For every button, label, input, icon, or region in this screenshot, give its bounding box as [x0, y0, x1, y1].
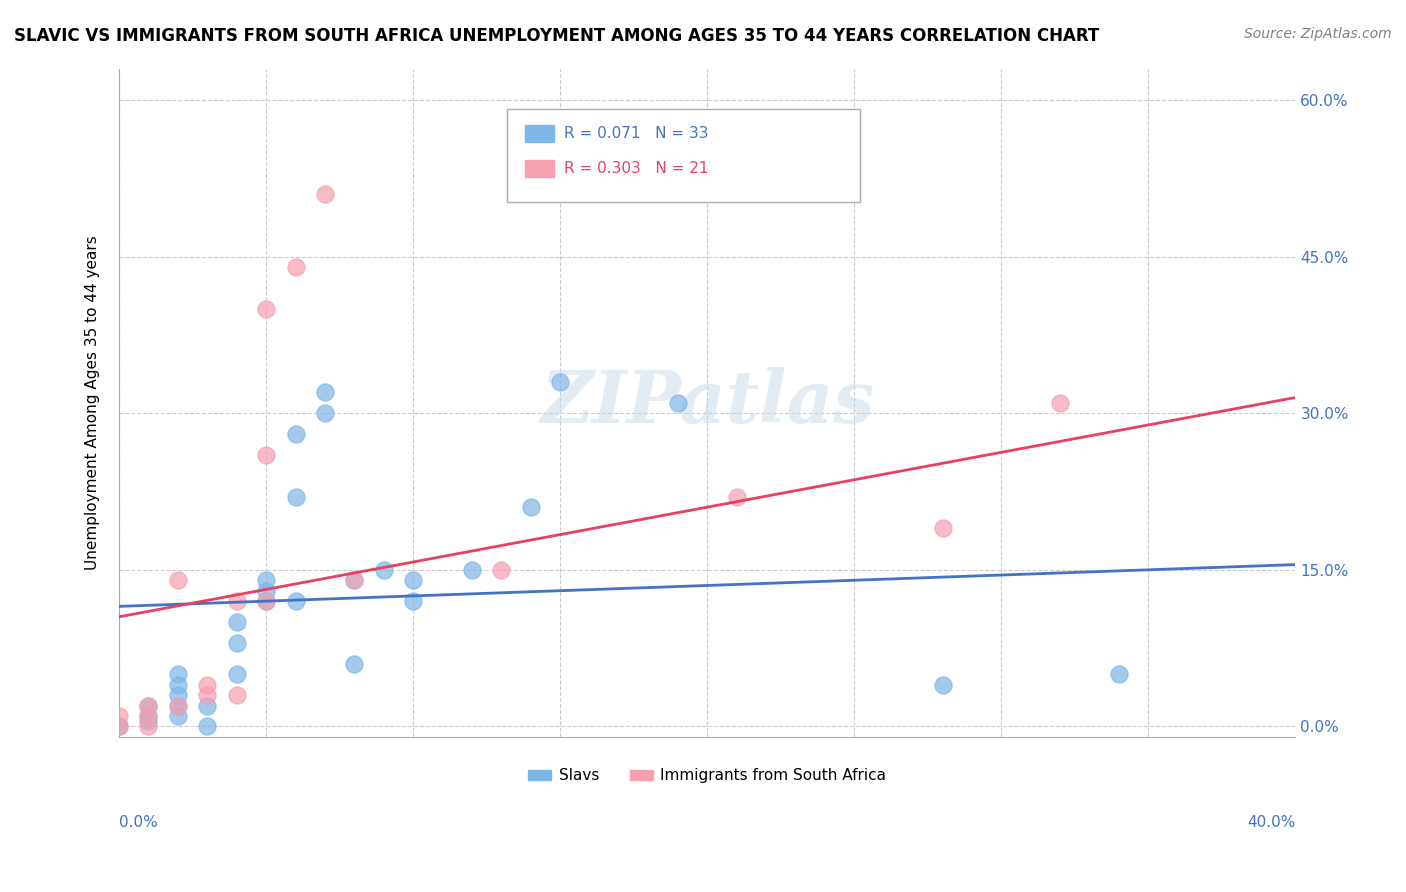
- Point: [108, 719, 131, 733]
- Point: [666, 395, 689, 409]
- Point: [225, 594, 247, 608]
- Point: [314, 406, 336, 420]
- Text: SLAVIC VS IMMIGRANTS FROM SOUTH AFRICA UNEMPLOYMENT AMONG AGES 35 TO 44 YEARS CO: SLAVIC VS IMMIGRANTS FROM SOUTH AFRICA U…: [14, 27, 1099, 45]
- Point: [254, 301, 277, 316]
- Point: [314, 186, 336, 201]
- Text: ZIPatlas: ZIPatlas: [540, 368, 875, 438]
- Point: [195, 678, 218, 692]
- Point: [314, 385, 336, 400]
- Point: [1049, 395, 1071, 409]
- Point: [138, 719, 160, 733]
- Bar: [524, 126, 554, 142]
- Point: [373, 563, 395, 577]
- Point: [108, 719, 131, 733]
- Point: [254, 583, 277, 598]
- Point: [167, 709, 190, 723]
- Point: [254, 574, 277, 588]
- Point: [138, 714, 160, 729]
- Text: R = 0.303   N = 21: R = 0.303 N = 21: [564, 161, 709, 176]
- Point: [343, 657, 366, 671]
- Point: [195, 698, 218, 713]
- Point: [167, 667, 190, 681]
- FancyBboxPatch shape: [508, 109, 860, 202]
- Point: [254, 594, 277, 608]
- Text: 0.0%: 0.0%: [120, 815, 157, 830]
- Point: [343, 574, 366, 588]
- Point: [931, 521, 953, 535]
- Point: [548, 375, 571, 389]
- Point: [254, 594, 277, 608]
- Point: [343, 574, 366, 588]
- Point: [225, 615, 247, 629]
- Point: [725, 490, 748, 504]
- Point: [138, 709, 160, 723]
- Text: 40.0%: 40.0%: [1247, 815, 1295, 830]
- Point: [225, 688, 247, 702]
- Point: [931, 678, 953, 692]
- Point: [284, 490, 307, 504]
- Point: [138, 698, 160, 713]
- Text: R = 0.071   N = 33: R = 0.071 N = 33: [564, 126, 709, 141]
- Point: [225, 636, 247, 650]
- Y-axis label: Unemployment Among Ages 35 to 44 years: Unemployment Among Ages 35 to 44 years: [86, 235, 100, 570]
- Bar: [524, 160, 554, 177]
- Point: [284, 594, 307, 608]
- Point: [1108, 667, 1130, 681]
- Point: [138, 709, 160, 723]
- Text: Source: ZipAtlas.com: Source: ZipAtlas.com: [1244, 27, 1392, 41]
- Point: [402, 574, 425, 588]
- Point: [167, 698, 190, 713]
- Point: [225, 667, 247, 681]
- Point: [167, 688, 190, 702]
- Point: [284, 260, 307, 274]
- Point: [167, 678, 190, 692]
- Point: [402, 594, 425, 608]
- Point: [138, 698, 160, 713]
- Point: [284, 427, 307, 442]
- Point: [167, 698, 190, 713]
- Point: [195, 688, 218, 702]
- Point: [254, 448, 277, 462]
- Point: [195, 719, 218, 733]
- Point: [520, 500, 543, 515]
- Point: [167, 574, 190, 588]
- Legend: Slavs, Immigrants from South Africa: Slavs, Immigrants from South Africa: [522, 762, 893, 789]
- Point: [108, 709, 131, 723]
- Point: [491, 563, 513, 577]
- Point: [461, 563, 484, 577]
